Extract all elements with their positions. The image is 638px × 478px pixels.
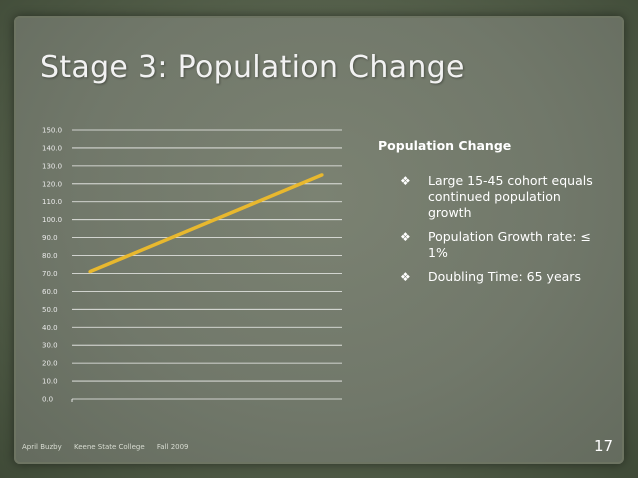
slide-title: Stage 3: Population Change — [40, 50, 465, 85]
footer-institution: Keene State College — [73, 443, 145, 451]
bullet-text: Doubling Time: 65 years — [428, 269, 581, 284]
bullet-text: Population Growth rate: ≤ 1% — [428, 229, 591, 260]
bullet-item: ❖ Doubling Time: 65 years — [378, 269, 608, 285]
bullet-item: ❖ Large 15-45 cohort equals continued po… — [378, 173, 608, 221]
page-number: 17 — [594, 437, 614, 455]
slide-footer: April Buzby Keene State College Fall 200… — [22, 443, 199, 451]
four-diamond-bullet-icon: ❖ — [400, 270, 411, 284]
bullet-text: Large 15-45 cohort equals continued popu… — [428, 173, 593, 220]
text-panel: Population Change ❖ Large 15-45 cohort e… — [378, 138, 608, 293]
four-diamond-bullet-icon: ❖ — [400, 230, 411, 244]
bullet-item: ❖ Population Growth rate: ≤ 1% — [378, 229, 608, 261]
four-diamond-bullet-icon: ❖ — [400, 174, 411, 188]
panel-heading: Population Change — [378, 138, 512, 153]
footer-author: April Buzby — [22, 443, 62, 451]
footer-term: Fall 2009 — [156, 443, 189, 451]
